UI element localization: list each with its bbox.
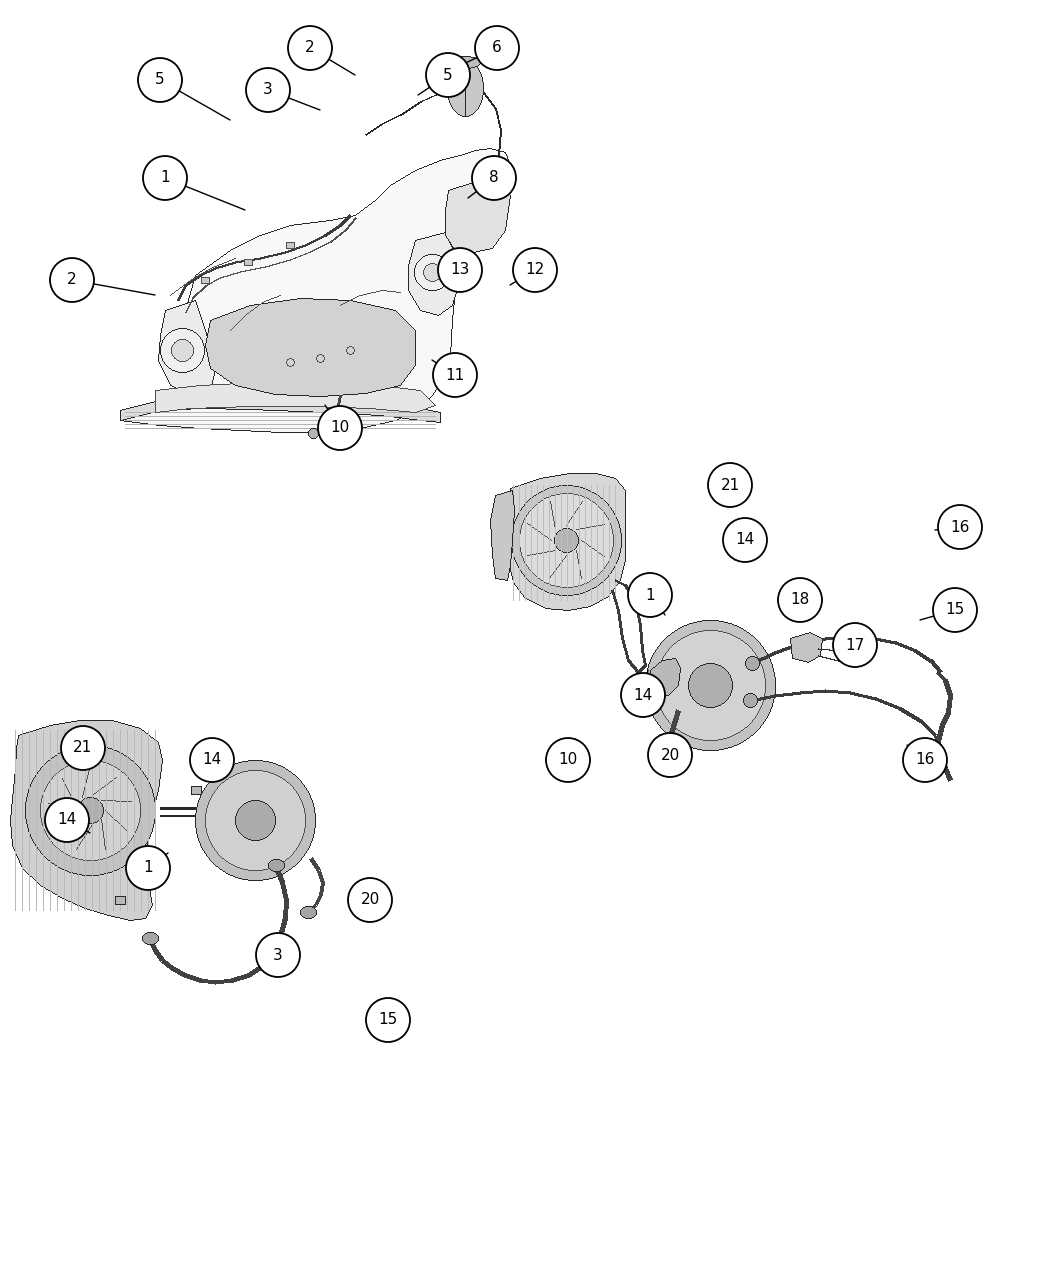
Circle shape <box>288 26 332 70</box>
Text: 20: 20 <box>660 747 679 762</box>
Text: 1: 1 <box>161 171 170 185</box>
Circle shape <box>475 26 519 70</box>
Text: 3: 3 <box>273 947 282 963</box>
Circle shape <box>628 572 672 617</box>
Text: 1: 1 <box>645 588 655 603</box>
Circle shape <box>143 156 187 200</box>
Text: 15: 15 <box>378 1012 398 1028</box>
Circle shape <box>433 353 477 397</box>
Circle shape <box>648 733 692 776</box>
Text: 5: 5 <box>443 68 453 83</box>
Text: 13: 13 <box>450 263 469 278</box>
Text: 1: 1 <box>143 861 153 876</box>
Circle shape <box>472 156 516 200</box>
Text: 10: 10 <box>559 752 578 768</box>
Circle shape <box>348 878 392 922</box>
Circle shape <box>933 588 977 632</box>
Circle shape <box>938 505 982 550</box>
Circle shape <box>438 249 482 292</box>
Text: 21: 21 <box>74 741 92 756</box>
Text: 14: 14 <box>735 533 755 547</box>
Text: 6: 6 <box>492 41 502 56</box>
Text: 18: 18 <box>791 593 810 607</box>
Circle shape <box>778 578 822 622</box>
Text: 14: 14 <box>58 812 77 827</box>
Circle shape <box>61 725 105 770</box>
Text: 20: 20 <box>360 892 380 908</box>
Circle shape <box>621 673 665 717</box>
Circle shape <box>426 54 470 97</box>
Circle shape <box>256 933 300 977</box>
Text: 8: 8 <box>489 171 499 185</box>
Text: 2: 2 <box>67 273 77 287</box>
Text: 10: 10 <box>331 421 350 436</box>
Circle shape <box>708 463 752 507</box>
Text: 14: 14 <box>203 752 222 768</box>
Circle shape <box>513 249 557 292</box>
Circle shape <box>45 798 89 842</box>
Text: 3: 3 <box>264 83 273 97</box>
Circle shape <box>318 405 362 450</box>
Text: 12: 12 <box>525 263 545 278</box>
Text: 14: 14 <box>633 687 653 703</box>
Text: 5: 5 <box>155 73 165 88</box>
Circle shape <box>366 998 410 1042</box>
Text: 15: 15 <box>945 603 965 617</box>
Circle shape <box>833 623 877 667</box>
Circle shape <box>246 68 290 112</box>
Text: 2: 2 <box>306 41 315 56</box>
Text: 11: 11 <box>445 367 464 382</box>
Circle shape <box>546 738 590 782</box>
Text: 21: 21 <box>720 478 739 492</box>
Circle shape <box>903 738 947 782</box>
Circle shape <box>723 518 766 562</box>
Circle shape <box>50 258 94 302</box>
Circle shape <box>138 57 182 102</box>
Text: 16: 16 <box>916 752 934 768</box>
Text: 16: 16 <box>950 519 970 534</box>
Circle shape <box>190 738 234 782</box>
Text: 17: 17 <box>845 638 864 653</box>
Circle shape <box>126 847 170 890</box>
